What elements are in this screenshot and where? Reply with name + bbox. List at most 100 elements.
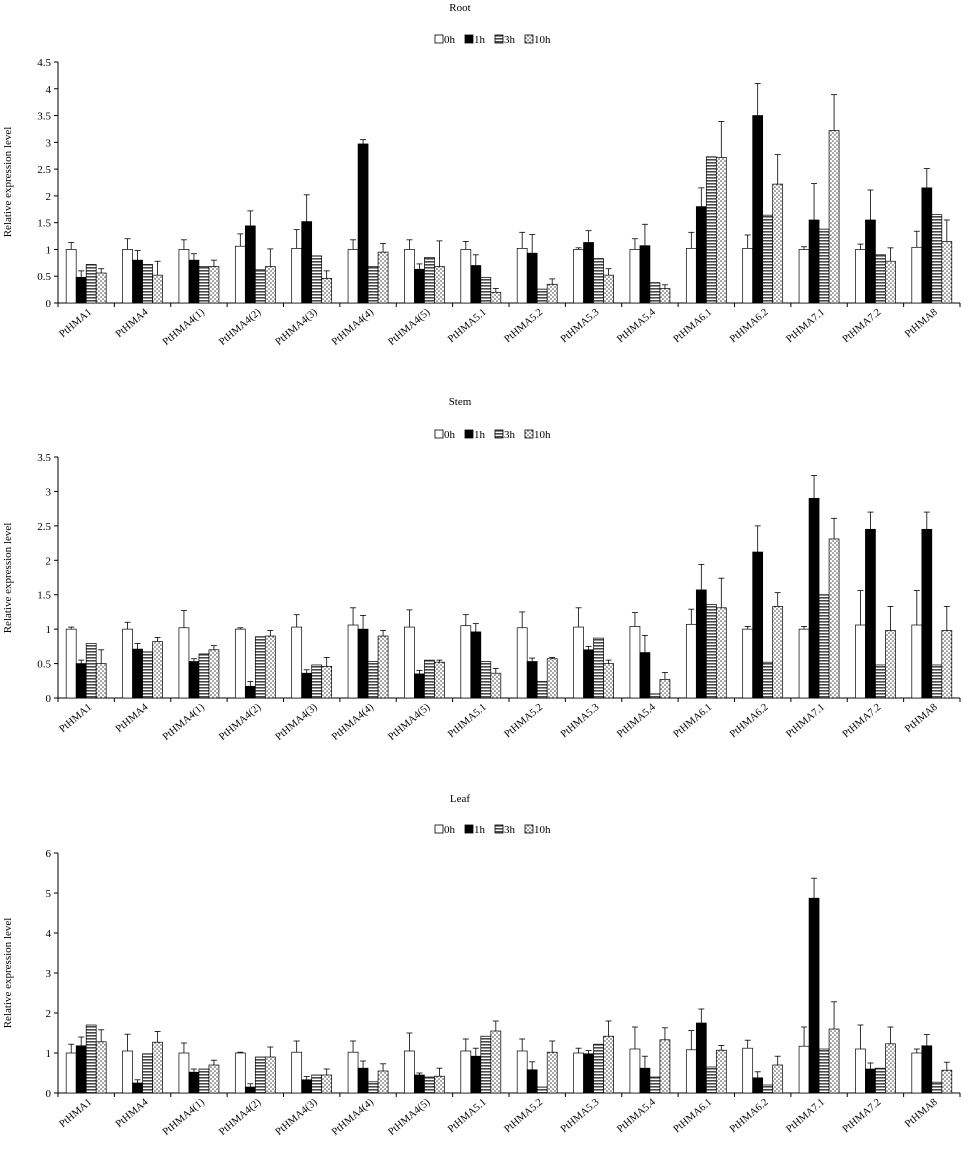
bar-1h-PtHMA5.4 xyxy=(639,1067,651,1094)
bar-1h-PtHMA6.2 xyxy=(752,115,764,304)
x-tick-label: PtHMA7.1 xyxy=(784,307,827,345)
legend-label: 3h xyxy=(504,34,516,46)
x-tick-label: PtHMA5.1 xyxy=(446,702,489,740)
bar-1h-PtHMA4(1) xyxy=(188,259,200,304)
bar-3h-PtHMA6.2 xyxy=(762,214,774,304)
bar-0h-PtHMA8 xyxy=(911,1052,923,1094)
bar-10h-PtHMA4(5) xyxy=(434,661,445,699)
legend-label: 3h xyxy=(504,429,516,441)
bar-1h-PtHMA5.3 xyxy=(583,242,594,304)
x-tick-label: PtHMA5.1 xyxy=(446,1097,489,1135)
bar-0h-PtHMA4 xyxy=(122,1050,133,1094)
legend-label: 0h xyxy=(444,34,456,46)
bar-10h-PtHMA6.2 xyxy=(772,606,784,699)
bar-1h-PtHMA5.4 xyxy=(639,652,651,699)
bar-3h-PtHMA5.4 xyxy=(649,282,661,304)
bar-10h-PtHMA5.4 xyxy=(659,1039,671,1094)
bar-3h-PtHMA4(4) xyxy=(367,1081,379,1094)
legend-swatch-3h xyxy=(494,824,504,834)
x-tick-label: PtHMA8 xyxy=(903,1097,940,1130)
bar-3h-PtHMA5.3 xyxy=(593,637,604,699)
x-tick-label: PtHMA8 xyxy=(903,307,940,340)
y-tick-label: 2.5 xyxy=(37,164,51,176)
bar-10h-PtHMA1 xyxy=(95,663,107,699)
plot-area: 0 0.5 1 1.5 2 2.5 3 3.5 4 4.5 PtHMA1 PtHMA4 PtHMA4(1… xyxy=(37,57,961,348)
x-tick-label: PtHMA8 xyxy=(903,702,940,735)
x-tick-label: PtHMA6.1 xyxy=(672,307,715,345)
bar-1h-PtHMA4(5) xyxy=(414,1074,425,1094)
bar-1h-PtHMA1 xyxy=(75,663,87,699)
x-tick-label: PtHMA1 xyxy=(58,307,95,340)
bar-3h-PtHMA4(2) xyxy=(254,1056,266,1094)
y-tick-label: 2 xyxy=(46,191,52,203)
bar-3h-PtHMA4(2) xyxy=(254,636,266,699)
bar-3h-PtHMA4(3) xyxy=(311,255,323,304)
y-tick-label: 1 xyxy=(46,1048,52,1060)
bar-1h-PtHMA4(1) xyxy=(188,1071,200,1094)
bar-10h-PtHMA5.2 xyxy=(546,658,558,699)
bar-10h-PtHMA7.2 xyxy=(885,630,896,699)
bar-3h-PtHMA4(3) xyxy=(311,664,323,699)
bar-0h-PtHMA4 xyxy=(122,628,133,699)
bar-0h-PtHMA6.2 xyxy=(742,1047,754,1094)
x-tick-label: PtHMA4 xyxy=(114,701,151,735)
legend-swatch-0h xyxy=(434,429,444,439)
legend-label: 1h xyxy=(474,824,486,836)
bar-0h-PtHMA5.1 xyxy=(460,1050,472,1094)
legend-swatch-1h xyxy=(464,429,474,439)
bar-10h-PtHMA4(2) xyxy=(264,1056,276,1094)
x-tick-label: PtHMA5.4 xyxy=(615,306,658,345)
bar-3h-PtHMA6.1 xyxy=(705,156,717,304)
x-tick-label: PtHMA7.1 xyxy=(784,1097,827,1135)
x-tick-label: PtHMA6.1 xyxy=(672,702,715,740)
y-tick-label: 4 xyxy=(46,84,52,96)
bar-0h-PtHMA8 xyxy=(911,624,923,699)
bar-0h-PtHMA4(3) xyxy=(291,248,303,304)
bar-1h-PtHMA4(3) xyxy=(301,672,313,699)
bar-10h-PtHMA4(1) xyxy=(208,266,220,304)
y-tick-label: 3.5 xyxy=(37,452,51,464)
bar-0h-PtHMA1 xyxy=(65,249,77,304)
bar-3h-PtHMA4(5) xyxy=(424,659,435,699)
bar-10h-PtHMA5.1 xyxy=(490,1030,502,1094)
bar-1h-PtHMA4(2) xyxy=(244,225,256,304)
bar-10h-PtHMA8 xyxy=(941,241,953,304)
bar-10h-PtHMA6.2 xyxy=(772,183,784,304)
bar-10h-PtHMA4(4) xyxy=(377,251,389,304)
x-tick-label: PtHMA7.2 xyxy=(841,307,884,345)
bar-10h-PtHMA6.1 xyxy=(715,1049,727,1094)
bar-0h-PtHMA4(3) xyxy=(291,1051,303,1094)
x-tick-label: PtHMA5.1 xyxy=(446,307,489,345)
panel-root: Root 0h 1h 3h 10h Relative expression le… xyxy=(2,2,961,348)
bar-0h-PtHMA4(5) xyxy=(404,249,415,304)
x-tick-label: PtHMA4(5) xyxy=(386,307,432,348)
y-tick-label: 0 xyxy=(46,298,52,310)
bar-10h-PtHMA4 xyxy=(152,641,163,699)
bar-10h-PtHMA5.3 xyxy=(603,663,614,699)
bar-3h-PtHMA5.2 xyxy=(536,681,548,699)
x-tick-label: PtHMA4(1) xyxy=(161,1097,207,1138)
bar-1h-PtHMA5.2 xyxy=(526,661,538,699)
bar-3h-PtHMA4(4) xyxy=(367,661,379,699)
bar-0h-PtHMA7.2 xyxy=(855,249,866,304)
bar-10h-PtHMA5.1 xyxy=(490,672,502,699)
bar-3h-PtHMA1 xyxy=(85,264,97,304)
bar-0h-PtHMA7.1 xyxy=(798,1045,810,1094)
bar-10h-PtHMA5.3 xyxy=(603,274,614,304)
bar-3h-PtHMA6.2 xyxy=(762,1084,774,1094)
bar-0h-PtHMA7.2 xyxy=(855,624,866,699)
legend-swatch-0h xyxy=(434,824,444,834)
legend-swatch-10h xyxy=(524,429,534,439)
bar-1h-PtHMA6.1 xyxy=(695,206,707,304)
bar-1h-PtHMA4 xyxy=(132,648,143,699)
x-tick-label: PtHMA7.2 xyxy=(841,1097,884,1135)
bar-1h-PtHMA7.1 xyxy=(808,219,820,304)
x-tick-label: PtHMA5.3 xyxy=(559,307,602,345)
bar-3h-PtHMA4(1) xyxy=(198,653,210,699)
y-axis-label: Relative expression level xyxy=(2,918,14,1029)
legend: 0h 1h 3h 10h xyxy=(434,429,551,441)
legend: 0h 1h 3h 10h xyxy=(434,824,551,836)
bar-0h-PtHMA6.1 xyxy=(685,623,697,699)
legend-label: 1h xyxy=(474,34,486,46)
x-tick-label: PtHMA1 xyxy=(58,1097,95,1130)
